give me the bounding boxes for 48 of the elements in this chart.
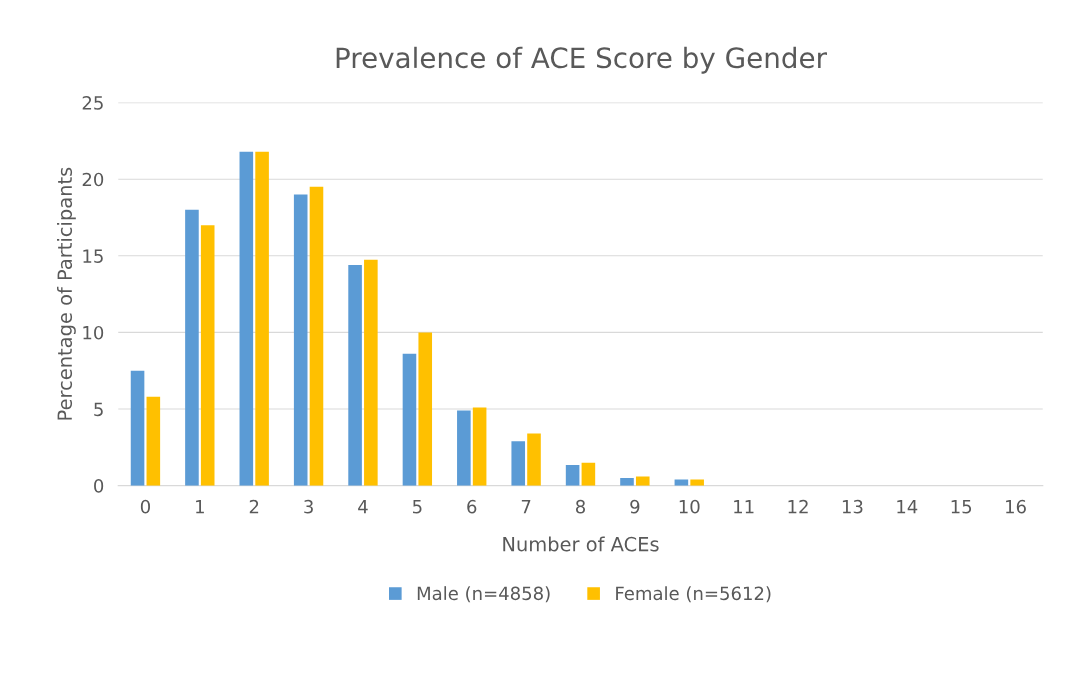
bar [457,410,471,486]
y-tick-label: 0 [94,479,104,493]
bar [309,186,324,486]
bar [255,151,269,486]
x-tick-label: 11 [734,500,754,514]
x-tick-label: 8 [575,499,586,514]
x-tick-label: 12 [788,499,808,514]
x-tick-label: 0 [140,499,150,514]
legend-label: Male (n=4858) [417,586,550,603]
bar [635,476,650,486]
y-tick-label: 15 [83,249,103,263]
bar [130,370,145,486]
x-tick-label: 14 [897,500,918,514]
bar [511,441,526,486]
bar [239,151,254,486]
y-tick-label: 25 [82,96,103,110]
bar [200,225,215,486]
bar [364,259,378,486]
x-axis-title: Number of ACEs [503,536,659,552]
bar [620,477,634,486]
y-axis-title: Percentage of Participants [57,167,76,420]
x-tick-label: 9 [630,499,640,514]
y-tick-label: 5 [94,402,103,417]
x-tick-label: 13 [842,499,863,514]
bar [581,462,596,486]
x-tick-label: 16 [1006,499,1026,514]
bar [185,209,199,486]
bar [472,407,487,486]
chart-title: Prevalence of ACE Score by Gender [336,46,827,74]
x-tick-label: 3 [304,499,313,514]
bar [293,194,308,486]
x-tick-label: 7 [521,500,531,514]
bar [146,396,161,486]
x-tick-label: 2 [249,499,259,514]
x-tick-label: 15 [951,500,972,514]
bar [527,433,541,486]
bar [565,464,580,486]
x-tick-label: 4 [358,500,368,514]
x-tick-label: 1 [196,500,204,514]
x-tick-label: 6 [467,499,477,514]
x-tick-label: 10 [679,499,700,514]
bar [402,353,417,486]
bar [418,332,433,486]
legend-label: Female (n=5612) [616,586,771,603]
x-tick-label: 5 [413,500,422,514]
y-tick-label: 20 [82,172,104,187]
y-tick-label: 10 [83,325,104,340]
bar [348,265,362,486]
